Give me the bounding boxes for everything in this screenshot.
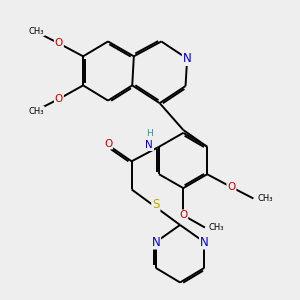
Text: O: O — [55, 94, 63, 104]
Text: N: N — [200, 236, 209, 249]
Text: S: S — [152, 198, 160, 211]
Text: N: N — [146, 140, 153, 150]
Text: CH₃: CH₃ — [28, 107, 44, 116]
Text: O: O — [104, 139, 112, 148]
Text: O: O — [227, 182, 236, 192]
Text: O: O — [179, 210, 188, 220]
Text: CH₃: CH₃ — [28, 27, 44, 36]
Text: CH₃: CH₃ — [257, 194, 273, 203]
Text: N: N — [152, 236, 160, 249]
Text: CH₃: CH₃ — [209, 223, 224, 232]
Text: N: N — [183, 52, 191, 65]
Text: O: O — [55, 38, 63, 48]
Text: H: H — [146, 129, 153, 138]
